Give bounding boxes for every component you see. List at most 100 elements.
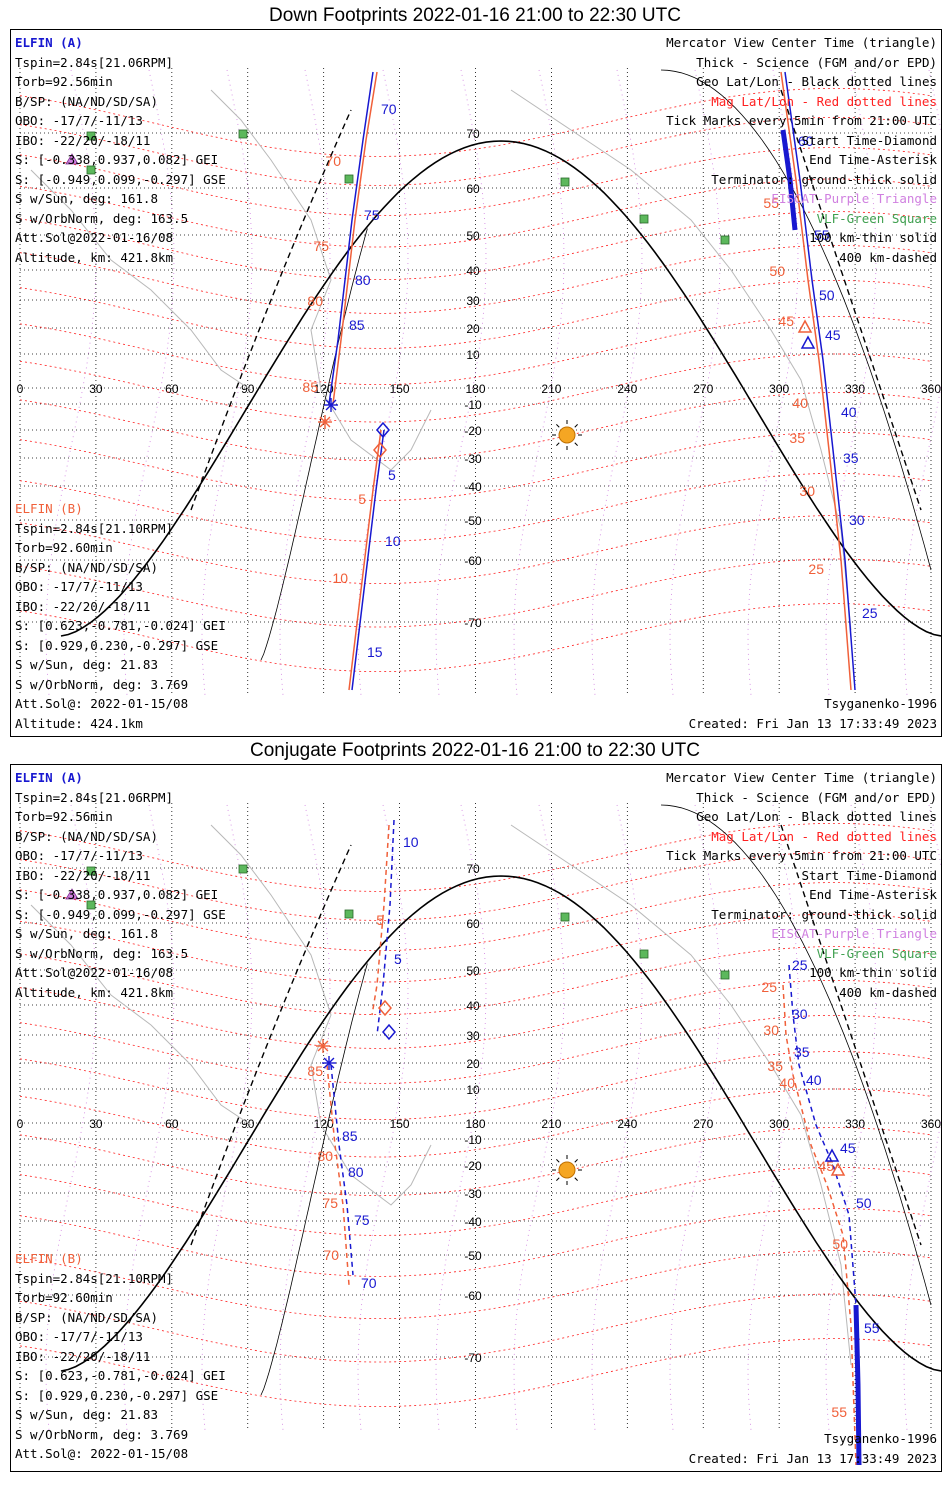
elfin-b-track — [326, 1064, 350, 1286]
vlf-square-icon — [344, 909, 354, 919]
legend-item: 400 km-dashed — [839, 984, 937, 1000]
lon-label: 90 — [241, 382, 255, 396]
legend-item: VLF-Green Square — [816, 210, 937, 226]
terminator-400km — [780, 824, 922, 1246]
map-canvas: 0 30 60 90 120 150 180 210 240 270 300 330 360706050… — [17, 68, 941, 696]
elfin-b-title: ELFIN (B) — [15, 501, 83, 516]
sun-ray — [574, 442, 578, 446]
lon-label: 30 — [89, 382, 103, 396]
tick-label-b: 80 — [317, 1148, 333, 1164]
elfin-a-track — [788, 964, 860, 1466]
elfin-a-track — [784, 71, 856, 691]
sun-ray — [574, 424, 578, 428]
mag-meridian — [825, 804, 877, 1431]
elfin-a-line: IBO: -22/20/-18/11 — [15, 132, 151, 148]
mag-meridian — [357, 69, 409, 696]
legend-item: Thick - Science (FGM and/or EPD) — [696, 54, 937, 70]
elfin-a-line: Tspin=2.84s[21.06RPM] — [15, 789, 174, 805]
elfin-a-line: B/SP: (NA/ND/SD/SA) — [15, 93, 158, 109]
tick-label-a: 5 — [388, 467, 396, 483]
lat-label: 40 — [466, 999, 480, 1013]
center-triangle-icon — [824, 1148, 840, 1162]
tick-label-b: 25 — [808, 561, 824, 577]
lat-label: -60 — [464, 554, 482, 568]
tick-label-a: 35 — [794, 1044, 810, 1060]
elfin-a-track — [328, 71, 374, 405]
tick-label-b: 50 — [832, 1236, 848, 1252]
elfin-a-line: S: [-0.949,0.099,-0.297] GSE — [15, 906, 226, 922]
created-label: Created: Fri Jan 13 17:33:49 2023 — [688, 1451, 937, 1466]
tick-label-b: 5 — [358, 491, 366, 507]
elfin-a-track — [330, 1064, 354, 1276]
lat-label: 10 — [466, 1083, 480, 1097]
elfin-a-title: ELFIN (A) — [15, 35, 83, 50]
end-asterisk-icon — [325, 399, 337, 411]
elfin-b-line: B/SP: (NA/ND/SD/SA) — [15, 559, 158, 575]
elfin-b-line: IBO: -22/20/-18/11 — [15, 1348, 151, 1364]
elfin-b-line: Att.Sol@: 2022-01-15/08 — [15, 1446, 189, 1461]
lon-label: 240 — [617, 1117, 637, 1131]
sun-ray — [556, 424, 560, 428]
elfin-b-line: Tspin=2.84s[21.10RPM] — [15, 1270, 174, 1286]
elfin-b-line: S: [0.929,0.230,-0.297] GSE — [15, 637, 219, 653]
tick-label-a: 70 — [361, 1275, 377, 1291]
elfin-b-info: ELFIN (B) Tspin=2.84s[21.10RPM] Torb=92.… — [15, 499, 226, 733]
tick-label-b: 75 — [322, 1195, 338, 1211]
vlf-square-icon — [238, 864, 248, 874]
map-canvas: 0 30 60 90 120 150 180 210 240 270 300 330 360706050… — [17, 803, 941, 1466]
lat-label: -30 — [464, 452, 482, 466]
lon-label: 330 — [845, 382, 865, 396]
lat-label: -40 — [464, 480, 482, 494]
elfin-b-line: Tspin=2.84s[21.10RPM] — [15, 520, 174, 536]
elfin-a-track — [351, 429, 385, 691]
mag-parallel — [19, 280, 932, 349]
elfin-a-line: B/SP: (NA/ND/SD/SA) — [15, 828, 158, 844]
lat-label: 60 — [466, 182, 480, 196]
tick-label-b: 70 — [325, 153, 341, 169]
lon-label: 180 — [465, 382, 485, 396]
vlf-square-icon — [344, 174, 354, 184]
tick-label-b: 35 — [767, 1058, 783, 1074]
tick-label-a: 45 — [825, 327, 841, 343]
coastline — [510, 824, 852, 1366]
mag-parallel — [19, 178, 932, 248]
legend-item: 400 km-dashed — [839, 249, 937, 265]
tick-label-a: 85 — [342, 1128, 358, 1144]
map-panel-down: 0 30 60 90 120 150 180 210 240 270 300 330 360 70 60 50… — [10, 29, 942, 737]
lon-label: 300 — [769, 1117, 789, 1131]
elfin-a-line: Torb=92.56min — [15, 74, 113, 89]
tick-label-b: 85 — [302, 379, 318, 395]
terminator-100km — [260, 963, 368, 1396]
elfin-a-line: S: [-0.338,0.937,0.082] GEI — [15, 152, 219, 167]
terminator-400km — [190, 844, 352, 1246]
legend-item: VLF-Green Square — [816, 945, 937, 961]
legend-item: Mag Lat/Lon - Red dotted lines — [711, 93, 937, 109]
legend-item: Mercator View Center Time (triangle) — [666, 35, 937, 50]
mag-parallel — [19, 515, 932, 584]
lon-label: 330 — [845, 1117, 865, 1131]
elfin-a-line: S w/OrbNorm, deg: 163.5 — [15, 945, 189, 961]
tick-label-b: 35 — [789, 430, 805, 446]
model-label: Tsyganenko-1996 — [824, 1431, 937, 1446]
tick-label-a: 25 — [792, 957, 808, 973]
lon-label: 90 — [241, 1117, 255, 1131]
mag-parallel — [19, 946, 932, 1015]
lat-label: 40 — [466, 264, 480, 278]
mag-meridian — [435, 804, 487, 1431]
lon-label: 0 — [17, 1117, 24, 1131]
tick-label-a: 35 — [843, 450, 859, 466]
coastline — [510, 89, 852, 631]
elfin-b-line: S w/OrbNorm, deg: 3.769 — [15, 1426, 189, 1442]
legend-item: Start Time-Diamond — [801, 867, 937, 883]
tick-label-a: 15 — [367, 644, 383, 660]
lat-label: -10 — [464, 398, 482, 412]
tick-label-a: 75 — [364, 207, 380, 223]
sun-ray — [556, 1177, 560, 1181]
mag-meridian — [123, 69, 175, 696]
start-diamond-icon — [378, 999, 392, 1017]
map-panel-conjugate: 0 30 60 90 120 150 180 210 240 270 300 330 360 70 60 50… — [10, 764, 942, 1472]
terminator-400km — [780, 89, 922, 511]
mag-parallel — [19, 353, 932, 423]
lon-label: 120 — [314, 382, 334, 396]
tick-label-b: 5 — [376, 912, 384, 928]
